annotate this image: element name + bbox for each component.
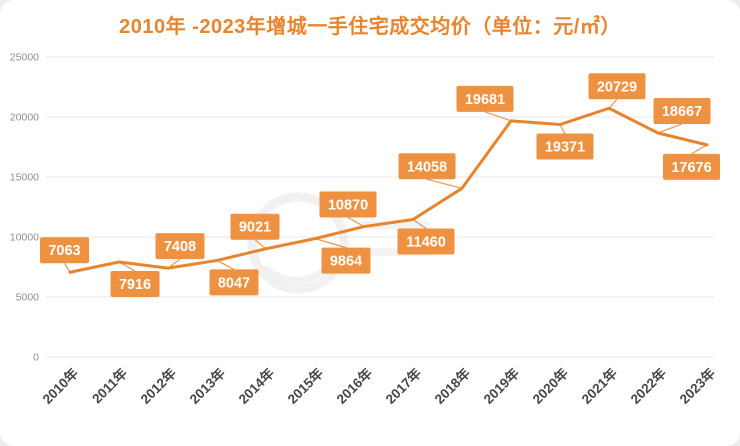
svg-text:2018年: 2018年 bbox=[431, 364, 473, 406]
svg-text:2015年: 2015年 bbox=[284, 364, 326, 406]
svg-text:2016年: 2016年 bbox=[333, 364, 375, 406]
data-label-box bbox=[209, 269, 259, 296]
series-line bbox=[68, 106, 709, 274]
data-label-box bbox=[588, 73, 646, 100]
gridlines bbox=[46, 56, 714, 358]
svg-text:2023年: 2023年 bbox=[676, 364, 718, 406]
svg-text:0: 0 bbox=[33, 352, 39, 364]
data-label-value: 7408 bbox=[164, 239, 196, 255]
y-axis-tick-labels: 0 5000 10000 15000 20000 25000 bbox=[10, 52, 39, 364]
svg-text:5000: 5000 bbox=[16, 292, 40, 304]
data-label-box bbox=[40, 237, 89, 264]
data-label-box bbox=[663, 153, 720, 180]
svg-text:2013年: 2013年 bbox=[186, 364, 228, 406]
data-label-box bbox=[653, 97, 711, 124]
svg-text:2010年: 2010年 bbox=[39, 364, 81, 406]
data-label-box bbox=[110, 271, 160, 298]
x-axis-tick-labels: 2010年 2011年 2012年 2013年 2014年 2015年 2016年 2017年… bbox=[39, 364, 718, 406]
data-label-value: 18667 bbox=[662, 104, 702, 120]
data-label-value: 7916 bbox=[119, 277, 151, 293]
data-label-box bbox=[398, 153, 456, 180]
svg-text:25000: 25000 bbox=[10, 52, 39, 64]
svg-text:2017年: 2017年 bbox=[382, 364, 424, 406]
svg-text:2011年: 2011年 bbox=[89, 364, 131, 406]
svg-text:15000: 15000 bbox=[10, 172, 39, 184]
svg-text:20000: 20000 bbox=[10, 112, 39, 124]
data-label-value: 19681 bbox=[465, 92, 505, 108]
svg-text:2019年: 2019年 bbox=[480, 364, 522, 406]
svg-text:2022年: 2022年 bbox=[627, 364, 669, 406]
data-label-box bbox=[321, 247, 371, 274]
svg-text:2020年: 2020年 bbox=[529, 364, 571, 406]
data-label-value: 9021 bbox=[239, 220, 271, 236]
data-label-value: 9864 bbox=[330, 254, 362, 270]
data-label-value: 17676 bbox=[671, 160, 711, 176]
data-label-box bbox=[319, 191, 377, 218]
svg-text:10000: 10000 bbox=[10, 232, 39, 244]
data-label-box bbox=[230, 213, 280, 240]
data-label-value: 20729 bbox=[597, 79, 637, 95]
label-leader-lines bbox=[63, 98, 708, 273]
data-label-value: 7063 bbox=[48, 243, 80, 259]
svg-text:2012年: 2012年 bbox=[137, 364, 179, 406]
svg-text:2021年: 2021年 bbox=[578, 364, 620, 406]
chart-title: 2010年 -2023年增城一手住宅成交均价（单位：元/㎡） bbox=[119, 16, 621, 38]
data-label-value: 10870 bbox=[328, 198, 368, 214]
data-label-value: 19371 bbox=[545, 140, 585, 156]
data-label-box bbox=[155, 233, 205, 260]
data-label-box bbox=[397, 228, 455, 255]
data-label-box bbox=[536, 133, 594, 160]
data-label-value: 14058 bbox=[407, 159, 447, 175]
data-label-box bbox=[456, 85, 514, 112]
data-labels: 7063 7916 7408 8047 9021 9864 10870 11460 14058 1… bbox=[40, 73, 720, 298]
data-label-value: 11460 bbox=[406, 234, 446, 250]
data-label-value: 8047 bbox=[218, 275, 250, 291]
svg-text:2014年: 2014年 bbox=[235, 364, 277, 406]
